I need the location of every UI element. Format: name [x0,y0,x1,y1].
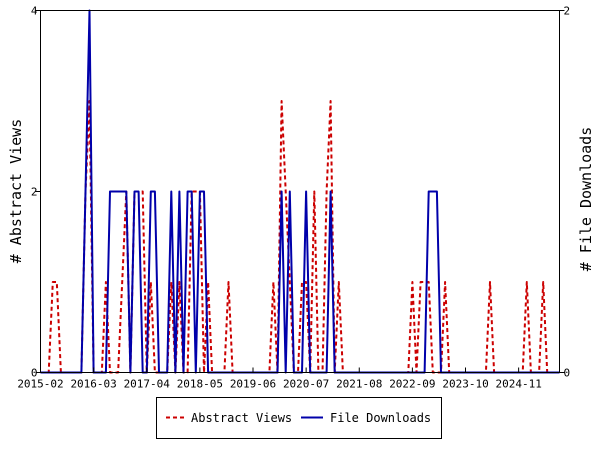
x-tick-label: 2023-10 [442,378,488,391]
y-axis-left-title: # Abstract Views [7,119,25,264]
x-tick-label: 2024-11 [495,378,541,391]
x-tick-label: 2018-05 [177,378,223,391]
x-tick-label: 2016-03 [70,378,116,391]
legend-box [156,397,442,439]
x-tick-label: 2022-09 [389,378,435,391]
x-tick-label: 2017-04 [124,378,171,391]
legend-label-file-downloads: File Downloads [330,411,431,425]
y-tick-label-right: 0 [564,367,571,380]
y-axis-right-title: # File Downloads [577,127,595,272]
y-tick-label-left: 4 [31,5,38,18]
y-tick-label-left: 0 [31,367,38,380]
axes-layer: 2015-02 2016-03 2017-04 2018-05 2019-06 2020-… [17,5,570,391]
x-tick-label: 2020-07 [283,378,329,391]
x-tick-label: 2021-08 [336,378,382,391]
y-tick-label-left: 2 [31,186,38,199]
x-tick-label: 2015-02 [17,378,63,391]
legend: Abstract Views File Downloads [156,397,442,439]
x-tick-label: 2019-06 [230,378,276,391]
y-tick-label-right: 2 [564,5,571,18]
legend-label-abstract-views: Abstract Views [191,411,292,425]
